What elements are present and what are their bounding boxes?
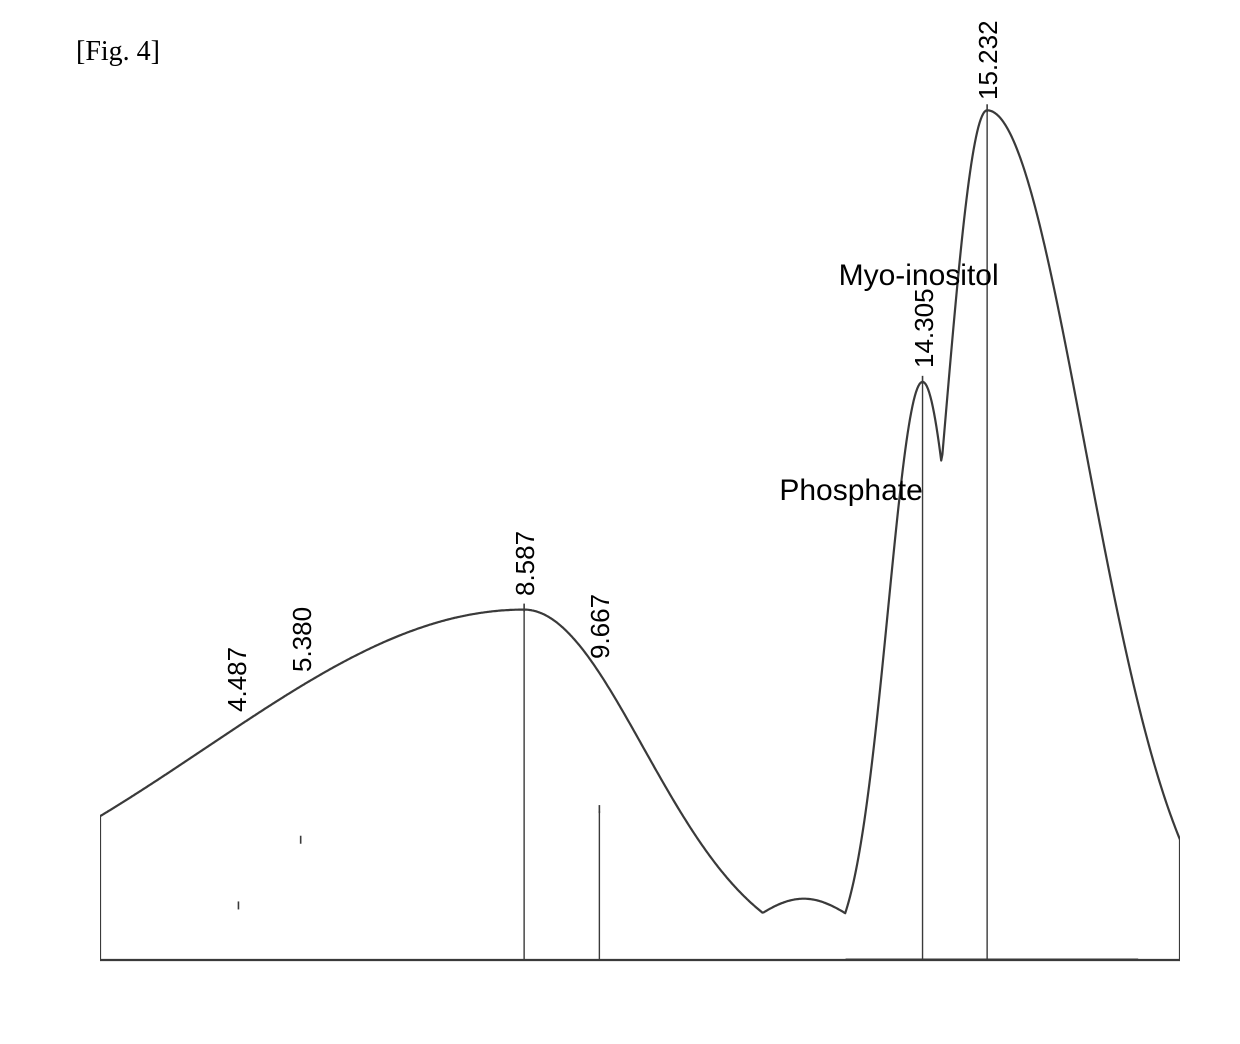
peak-retention-time: 9.667 xyxy=(585,594,616,659)
peak-retention-time: 4.487 xyxy=(222,647,253,712)
peak-retention-time: 15.232 xyxy=(973,21,1004,101)
figure-caption: [Fig. 4] xyxy=(76,36,160,68)
peak-retention-time: 8.587 xyxy=(510,531,541,596)
chromatogram-svg xyxy=(100,80,1180,1000)
chromatogram-chart xyxy=(100,80,1180,1000)
peak-retention-time: 5.380 xyxy=(287,607,318,672)
chromatogram-trace xyxy=(100,110,1180,960)
peak-retention-time: 14.305 xyxy=(909,288,940,368)
compound-label: Phosphate xyxy=(779,474,922,508)
compound-label: Myo-inositol xyxy=(839,259,999,293)
